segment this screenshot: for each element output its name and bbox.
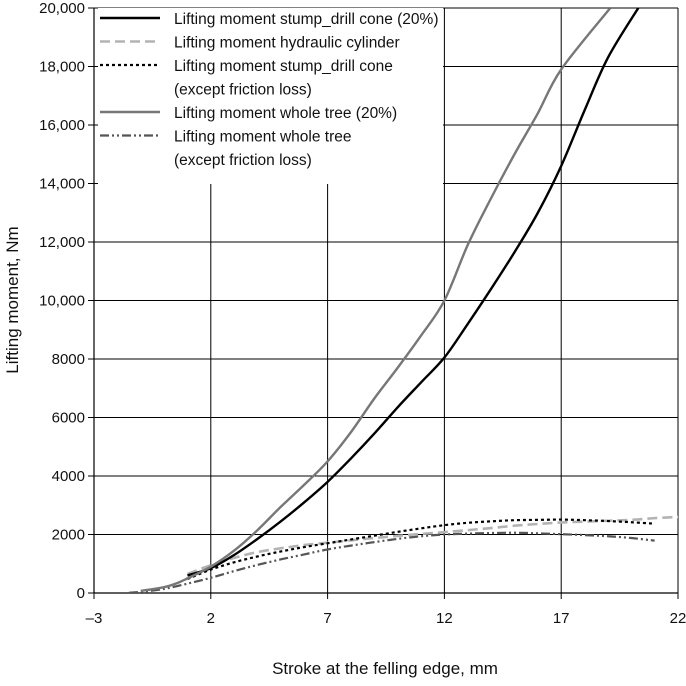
legend-label-5: (except friction loss)	[174, 152, 312, 169]
legend-label-2: Lifting moment hydraulic cylinder	[174, 35, 400, 52]
x-tick-label: 22	[670, 610, 686, 627]
y-tick-label: 16,000	[39, 117, 85, 134]
x-tick-label: 2	[207, 610, 215, 627]
x-tick-label: –3	[86, 610, 103, 627]
y-tick-label: 10,000	[39, 293, 85, 310]
y-tick-label: 14,000	[39, 176, 85, 193]
y-axis-label: Lifting moment, Nm	[3, 226, 22, 373]
x-tick-label: 7	[323, 610, 331, 627]
legend-label-5: Lifting moment whole tree	[174, 129, 351, 146]
series-line-1	[187, 8, 640, 577]
legend-box	[98, 8, 443, 184]
y-tick-label: 0	[77, 585, 85, 602]
y-tick-label: 6000	[52, 410, 85, 427]
legend-label-3: (except friction loss)	[174, 82, 312, 99]
axes: 0 2000 4000 6000 8000 10,000 12,000 14,000 16,00…	[39, 0, 686, 627]
y-tick-label: 18,000	[39, 59, 85, 76]
x-tick-label: 12	[436, 610, 453, 627]
y-tick-label: 4000	[52, 468, 85, 485]
legend-label-3: Lifting moment stump_drill cone	[174, 58, 393, 75]
y-tick-label: 8000	[52, 351, 85, 368]
x-axis-label: Stroke at the felling edge, mm	[272, 659, 498, 678]
series-line-3	[187, 518, 655, 580]
legend: Lifting moment stump_drill cone (20%) Lif…	[98, 8, 443, 184]
legend-label-4: Lifting moment whole tree (20%)	[174, 105, 397, 122]
series-lines	[128, 8, 678, 593]
series-line-5	[128, 531, 655, 593]
x-tick-label: 17	[553, 610, 570, 627]
y-tick-label: 2000	[52, 527, 85, 544]
series-line-4	[140, 8, 612, 593]
y-tick-label: 12,000	[39, 234, 85, 251]
y-tick-label: 20,000	[39, 0, 85, 17]
legend-label-1: Lifting moment stump_drill cone (20%)	[174, 11, 438, 28]
